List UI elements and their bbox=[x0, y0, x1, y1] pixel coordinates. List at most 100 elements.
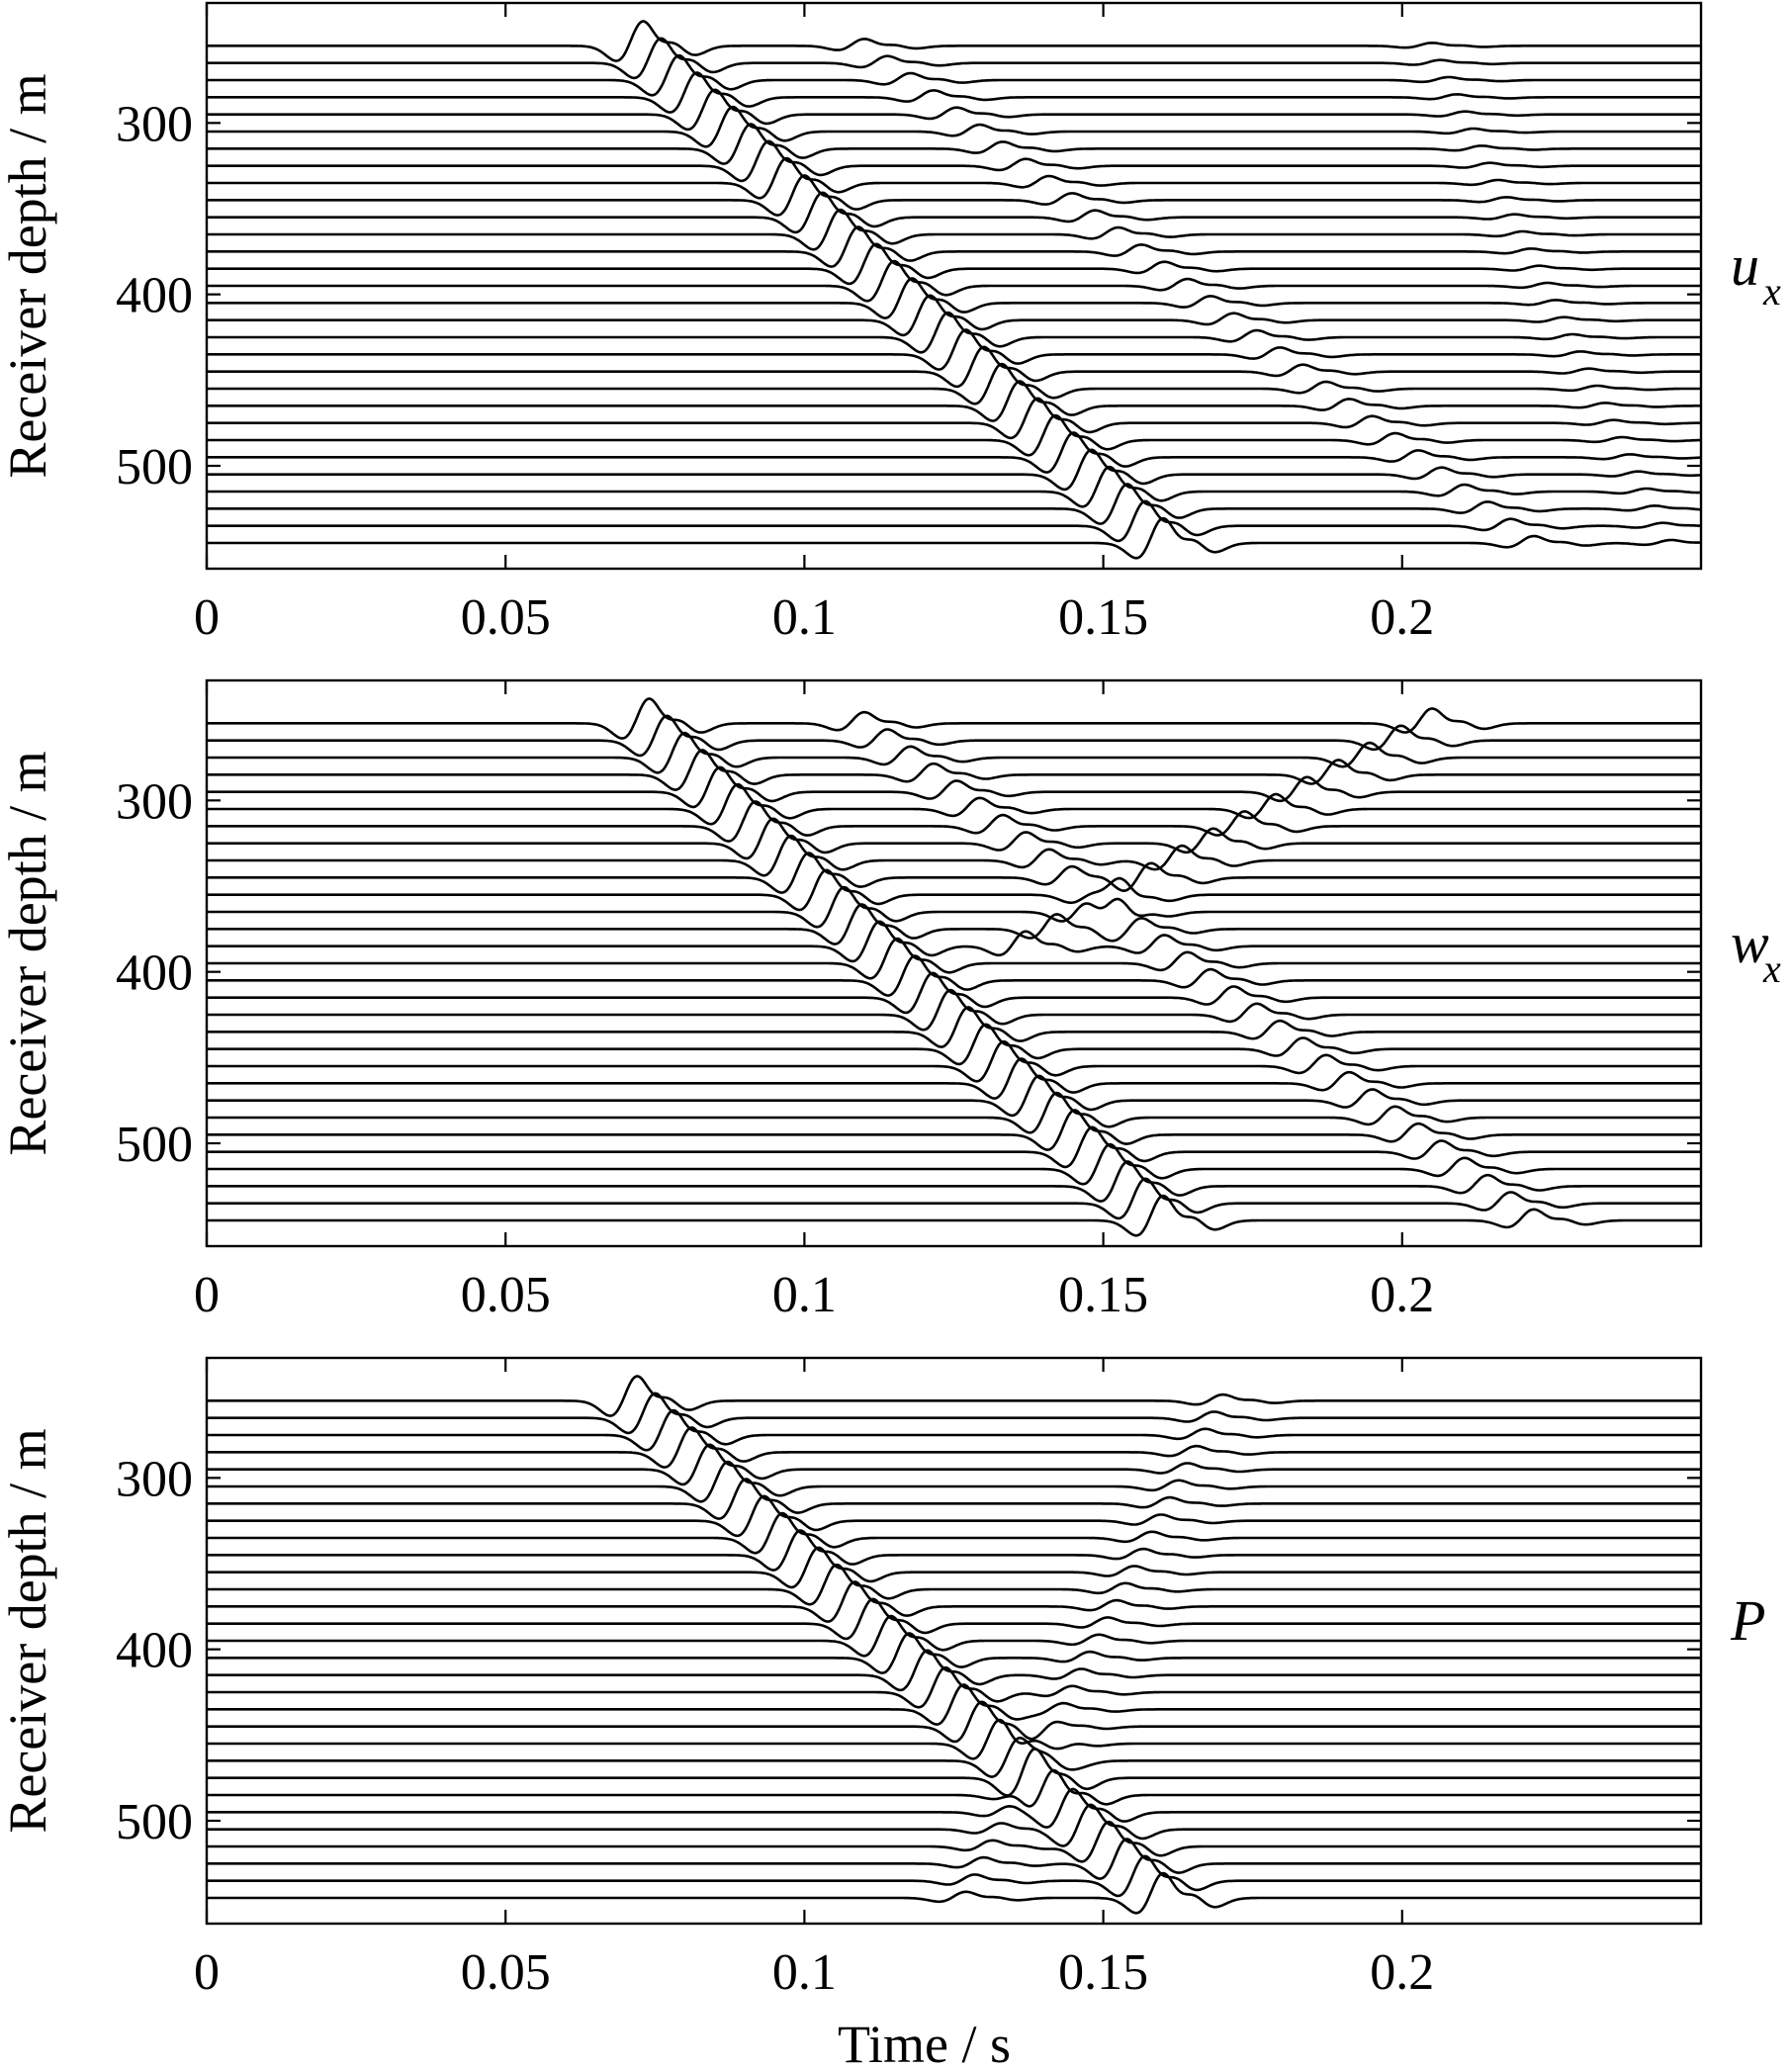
axes-box bbox=[205, 1356, 1703, 1926]
trace-line bbox=[207, 516, 1701, 560]
trace-line bbox=[207, 1718, 1701, 1760]
trace-line bbox=[207, 1632, 1701, 1674]
trace-line bbox=[207, 1443, 1701, 1486]
trace-line bbox=[207, 1392, 1701, 1435]
trace-line bbox=[207, 1803, 1701, 1847]
axes-box bbox=[205, 678, 1703, 1248]
trace-line bbox=[207, 397, 1701, 440]
panel-label: u bbox=[1731, 233, 1759, 298]
trace-line bbox=[207, 1375, 1701, 1417]
trace-line bbox=[207, 971, 1701, 1015]
trace-line bbox=[207, 1426, 1701, 1469]
trace-line bbox=[207, 483, 1701, 525]
trace-line bbox=[207, 1649, 1701, 1692]
trace-line bbox=[207, 817, 1701, 860]
trace-line bbox=[207, 1006, 1701, 1048]
axes-box bbox=[205, 1, 1703, 571]
x-tick-label: 0.15 bbox=[1058, 589, 1148, 646]
trace-line bbox=[207, 311, 1701, 354]
trace-line bbox=[207, 1871, 1701, 1915]
panel-label: w bbox=[1731, 911, 1769, 975]
trace-line bbox=[207, 1736, 1701, 1778]
trace-line bbox=[207, 1529, 1701, 1572]
trace-line bbox=[207, 1494, 1701, 1538]
panel-label: P bbox=[1730, 1588, 1765, 1653]
x-tick-label: 0.1 bbox=[772, 589, 837, 646]
trace-line bbox=[207, 328, 1701, 371]
trace-line bbox=[207, 1854, 1701, 1898]
trace-line bbox=[207, 834, 1701, 877]
trace-line bbox=[207, 191, 1701, 234]
trace-line bbox=[207, 954, 1701, 997]
trace-line bbox=[207, 885, 1701, 929]
y-axis-label: Receiver depth / m bbox=[0, 73, 57, 478]
x-tick-label: 0 bbox=[194, 589, 220, 646]
trace-line bbox=[207, 242, 1701, 286]
trace-line bbox=[207, 800, 1701, 843]
trace-line bbox=[207, 1820, 1701, 1863]
trace-line bbox=[207, 1747, 1701, 1797]
trace-line bbox=[207, 1057, 1701, 1100]
trace-line bbox=[207, 852, 1701, 894]
trace-line bbox=[207, 53, 1701, 97]
trace-line bbox=[207, 156, 1701, 200]
trace-line bbox=[207, 1546, 1701, 1589]
trace-line bbox=[207, 1597, 1701, 1641]
x-axis-label: Time / s bbox=[838, 2015, 1011, 2068]
trace-line bbox=[207, 903, 1701, 945]
x-tick-label: 0 bbox=[194, 1944, 220, 2001]
x-tick-label: 0.2 bbox=[1370, 1267, 1434, 1323]
trace-line bbox=[207, 1580, 1701, 1623]
trace-line bbox=[207, 714, 1701, 758]
trace-line bbox=[207, 1460, 1701, 1503]
trace-line bbox=[207, 920, 1701, 963]
trace-line bbox=[207, 1408, 1701, 1452]
y-tick-label: 400 bbox=[116, 1623, 193, 1679]
trace-line bbox=[207, 345, 1701, 389]
trace-line bbox=[207, 697, 1701, 740]
trace-line bbox=[207, 1665, 1701, 1709]
trace-line bbox=[207, 1177, 1701, 1220]
trace-line bbox=[207, 1142, 1701, 1186]
traces bbox=[207, 1375, 1701, 1915]
trace-line bbox=[207, 123, 1701, 165]
panel-label-subscript: x bbox=[1762, 269, 1781, 314]
y-tick-label: 400 bbox=[116, 945, 193, 1002]
trace-line bbox=[207, 174, 1701, 217]
y-axis-label: Receiver depth / m bbox=[0, 751, 57, 1155]
trace-line bbox=[207, 465, 1701, 508]
trace-line bbox=[207, 71, 1701, 114]
x-tick-label: 0.2 bbox=[1370, 589, 1434, 646]
x-tick-label: 0.05 bbox=[461, 589, 551, 646]
panel-3: 0 0.05 0.1 0.15 0.2 300 400 500 Receiver depth /… bbox=[0, 1356, 1765, 2068]
traces bbox=[207, 697, 1701, 1237]
trace-line bbox=[207, 1563, 1701, 1606]
trace-line bbox=[207, 782, 1701, 826]
panel-2: 0 0.05 0.1 0.15 0.2 300 400 500 Receiver depth /… bbox=[0, 678, 1781, 1323]
trace-line bbox=[207, 225, 1701, 268]
trace-line bbox=[207, 20, 1701, 62]
panel-1: 0 0.05 0.1 0.15 0.2 300 400 500 Receiver depth /… bbox=[0, 1, 1781, 646]
trace-line bbox=[207, 1614, 1701, 1658]
trace-line bbox=[207, 105, 1701, 148]
y-tick-label: 500 bbox=[116, 439, 193, 495]
trace-line bbox=[207, 448, 1701, 492]
y-axis-label: Receiver depth / m bbox=[0, 1428, 57, 1833]
trace-line bbox=[207, 499, 1701, 543]
y-tick-label: 400 bbox=[116, 268, 193, 324]
trace-line bbox=[207, 1194, 1701, 1237]
y-tick-label: 500 bbox=[116, 1117, 193, 1173]
trace-line bbox=[207, 88, 1701, 132]
trace-line bbox=[207, 1700, 1701, 1744]
trace-line bbox=[207, 208, 1701, 251]
y-tick-label: 300 bbox=[116, 773, 193, 830]
trace-line bbox=[207, 868, 1701, 912]
trace-line bbox=[207, 1023, 1701, 1066]
x-tick-label: 0.05 bbox=[461, 1267, 551, 1323]
trace-line bbox=[207, 380, 1701, 422]
trace-line bbox=[207, 413, 1701, 457]
trace-line bbox=[207, 362, 1701, 405]
trace-line bbox=[207, 988, 1701, 1032]
trace-line bbox=[207, 1787, 1701, 1829]
